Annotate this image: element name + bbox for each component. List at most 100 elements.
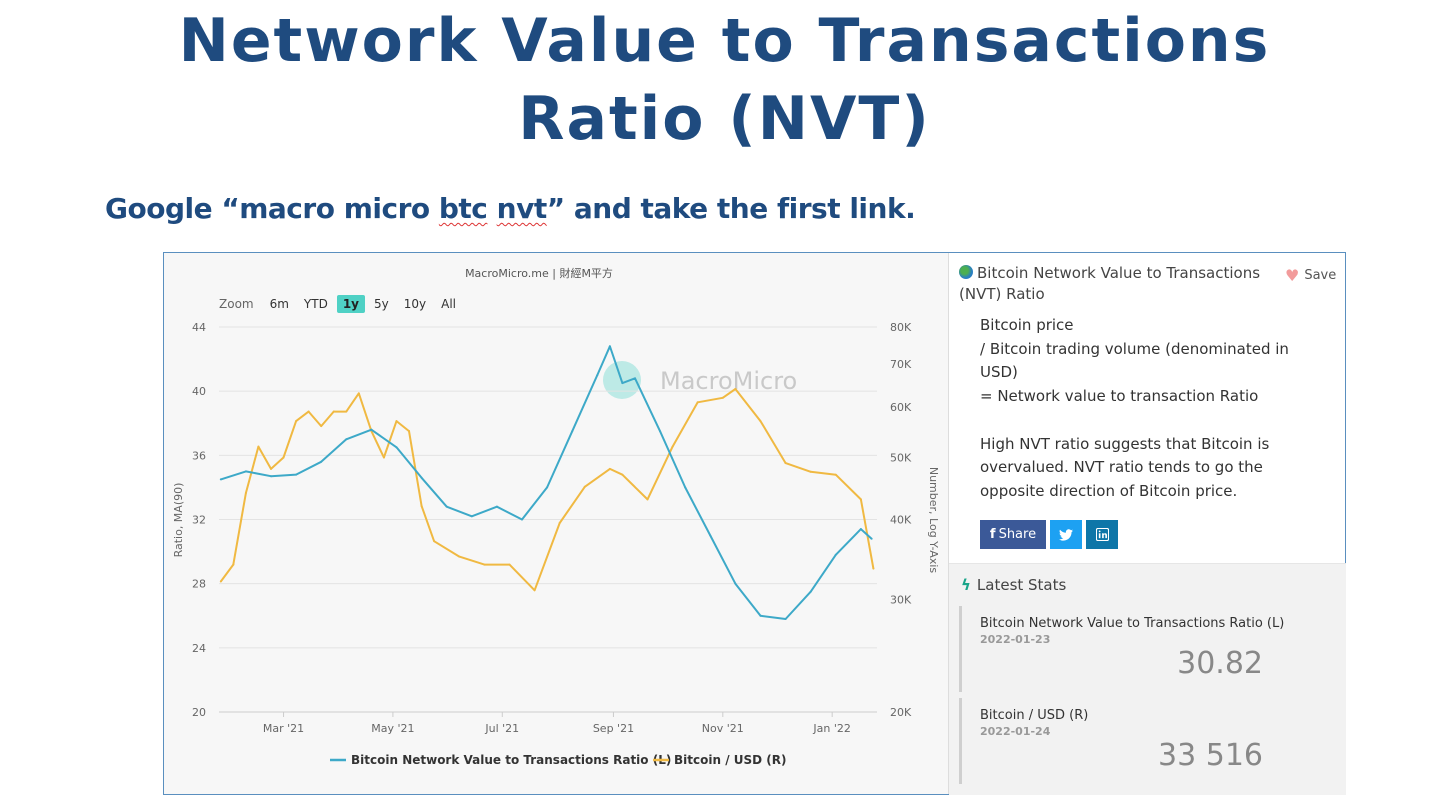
stat-value: 30.82 — [1177, 646, 1263, 681]
zoom-bar: Zoom 6m YTD 1y 5y 10y All — [219, 293, 465, 315]
save-button[interactable]: ♥ Save — [1285, 266, 1336, 285]
nvt-point — [571, 430, 574, 433]
x-axis-tick: Jul '21 — [484, 722, 519, 735]
nvt-point — [370, 428, 373, 431]
btc-point — [834, 473, 837, 476]
btc-point — [244, 492, 247, 495]
chart-area: MacroMicro 44 40 36 32 28 24 20 80K 70K 60K 50K 40K 3… — [164, 253, 948, 794]
latest-stats-title: ϟ Latest Stats — [961, 576, 1066, 594]
twitter-share-button[interactable] — [1050, 520, 1082, 549]
left-axis-tick: 44 — [192, 321, 206, 334]
stat-name: Bitcoin / USD (R) — [980, 708, 1089, 723]
chart-credit: MacroMicro.me | 財經M平方 — [465, 267, 613, 280]
btc-point — [458, 555, 461, 558]
watermark-text: MacroMicro — [660, 367, 797, 395]
stat-card-btc: Bitcoin / USD (R) 2022-01-24 33 516 — [959, 698, 1338, 784]
slide-title-line-1: Network Value to Transactions — [178, 6, 1271, 76]
desc-line: High NVT ratio suggests that Bitcoin is … — [980, 434, 1270, 500]
nvt-point — [633, 377, 636, 380]
nvt-point — [521, 518, 524, 521]
btc-point — [257, 445, 260, 448]
zoom-1y-button[interactable]: 1y — [336, 295, 365, 313]
nvt-point — [809, 590, 812, 593]
nvt-point — [445, 505, 448, 508]
btc-point — [395, 420, 398, 423]
nvt-point — [269, 475, 272, 478]
zoom-5y-button[interactable]: 5y — [374, 297, 389, 311]
btc-point — [357, 392, 360, 395]
btc-point — [809, 470, 812, 473]
nvt-point — [709, 534, 712, 537]
desc-line: / Bitcoin trading volume (denominated in… — [980, 339, 1289, 382]
stat-date: 2022-01-23 — [980, 633, 1051, 646]
btc-point — [784, 462, 787, 465]
btc-point — [696, 401, 699, 404]
stat-value: 33 516 — [1158, 738, 1263, 773]
nvt-point — [608, 345, 611, 348]
btc-point — [282, 456, 285, 459]
instruction-text: Google “macro micro btc nvt” and take th… — [105, 192, 916, 225]
desc-spacer — [980, 409, 1320, 433]
btc-point — [646, 498, 649, 501]
x-axis-tick: May '21 — [371, 722, 414, 735]
slide-title: Network Value to Transactions Ratio (NVT… — [0, 2, 1449, 158]
zoom-all-button[interactable]: All — [441, 297, 457, 311]
btc-point — [608, 467, 611, 470]
btc-point — [759, 420, 762, 423]
right-axis-tick: 70K — [890, 358, 912, 371]
btc-point — [721, 396, 724, 399]
btc-point — [508, 563, 511, 566]
btc-point — [671, 445, 674, 448]
right-axis-title: Number, Log Y-Axis — [927, 467, 940, 574]
left-axis-tick: 24 — [192, 642, 206, 655]
panel-title-text: Bitcoin Network Value to Transactions (N… — [959, 264, 1261, 303]
btc-point — [320, 425, 323, 428]
instruction-suffix: ” and take the first link. — [546, 192, 916, 225]
btc-point — [295, 420, 298, 423]
nvt-point — [784, 617, 787, 620]
stat-card-nvt: Bitcoin Network Value to Transactions Ra… — [959, 606, 1338, 692]
desc-line: Bitcoin price — [980, 316, 1074, 334]
legend-item-nvt: Bitcoin Network Value to Transactions Ra… — [351, 753, 671, 767]
nvt-point — [621, 382, 624, 385]
stat-date: 2022-01-24 — [980, 725, 1051, 738]
right-axis-tick: 30K — [890, 593, 912, 606]
series-line-bitcoin-usd — [219, 388, 875, 592]
nvt-point — [495, 505, 498, 508]
lightning-icon: ϟ — [961, 576, 971, 594]
desc-line: = Network value to transaction Ratio — [980, 387, 1259, 406]
nvt-point — [870, 537, 873, 540]
slide-title-line-2: Ratio (NVT) — [518, 84, 931, 154]
globe-icon — [959, 265, 973, 279]
right-axis-tick: 80K — [890, 321, 912, 334]
right-axis-tick: 50K — [890, 452, 912, 465]
nvt-point — [596, 374, 599, 377]
nvt-point — [859, 528, 862, 531]
nvt-point — [420, 476, 423, 479]
nvt-point — [759, 614, 762, 617]
left-axis-tick: 28 — [192, 578, 206, 591]
zoom-6m-button[interactable]: 6m — [269, 297, 289, 311]
nvt-point — [734, 582, 737, 585]
btc-point — [420, 504, 423, 507]
nvt-point — [345, 438, 348, 441]
zoom-10y-button[interactable]: 10y — [403, 297, 427, 311]
share-row: f Share — [980, 520, 1118, 549]
save-label: Save — [1304, 268, 1337, 283]
facebook-share-button[interactable]: f Share — [980, 520, 1046, 549]
latest-stats-label: Latest Stats — [976, 576, 1067, 594]
btc-point — [307, 410, 310, 413]
left-axis-tick: 36 — [192, 449, 206, 462]
btc-point — [345, 410, 348, 413]
nvt-point — [295, 473, 298, 476]
zoom-label: Zoom — [219, 297, 254, 311]
nvt-point — [684, 486, 687, 489]
facebook-share-label: Share — [998, 527, 1037, 542]
zoom-ytd-button[interactable]: YTD — [303, 297, 328, 311]
x-axis-tick: Sep '21 — [593, 722, 634, 735]
facebook-icon: f — [989, 527, 996, 542]
linkedin-share-button[interactable] — [1086, 520, 1118, 549]
panel-title: Bitcoin Network Value to Transactions (N… — [959, 263, 1279, 305]
instruction-prefix: Google “macro micro — [105, 192, 439, 225]
panel-description: Bitcoin price / Bitcoin trading volume (… — [980, 314, 1320, 504]
